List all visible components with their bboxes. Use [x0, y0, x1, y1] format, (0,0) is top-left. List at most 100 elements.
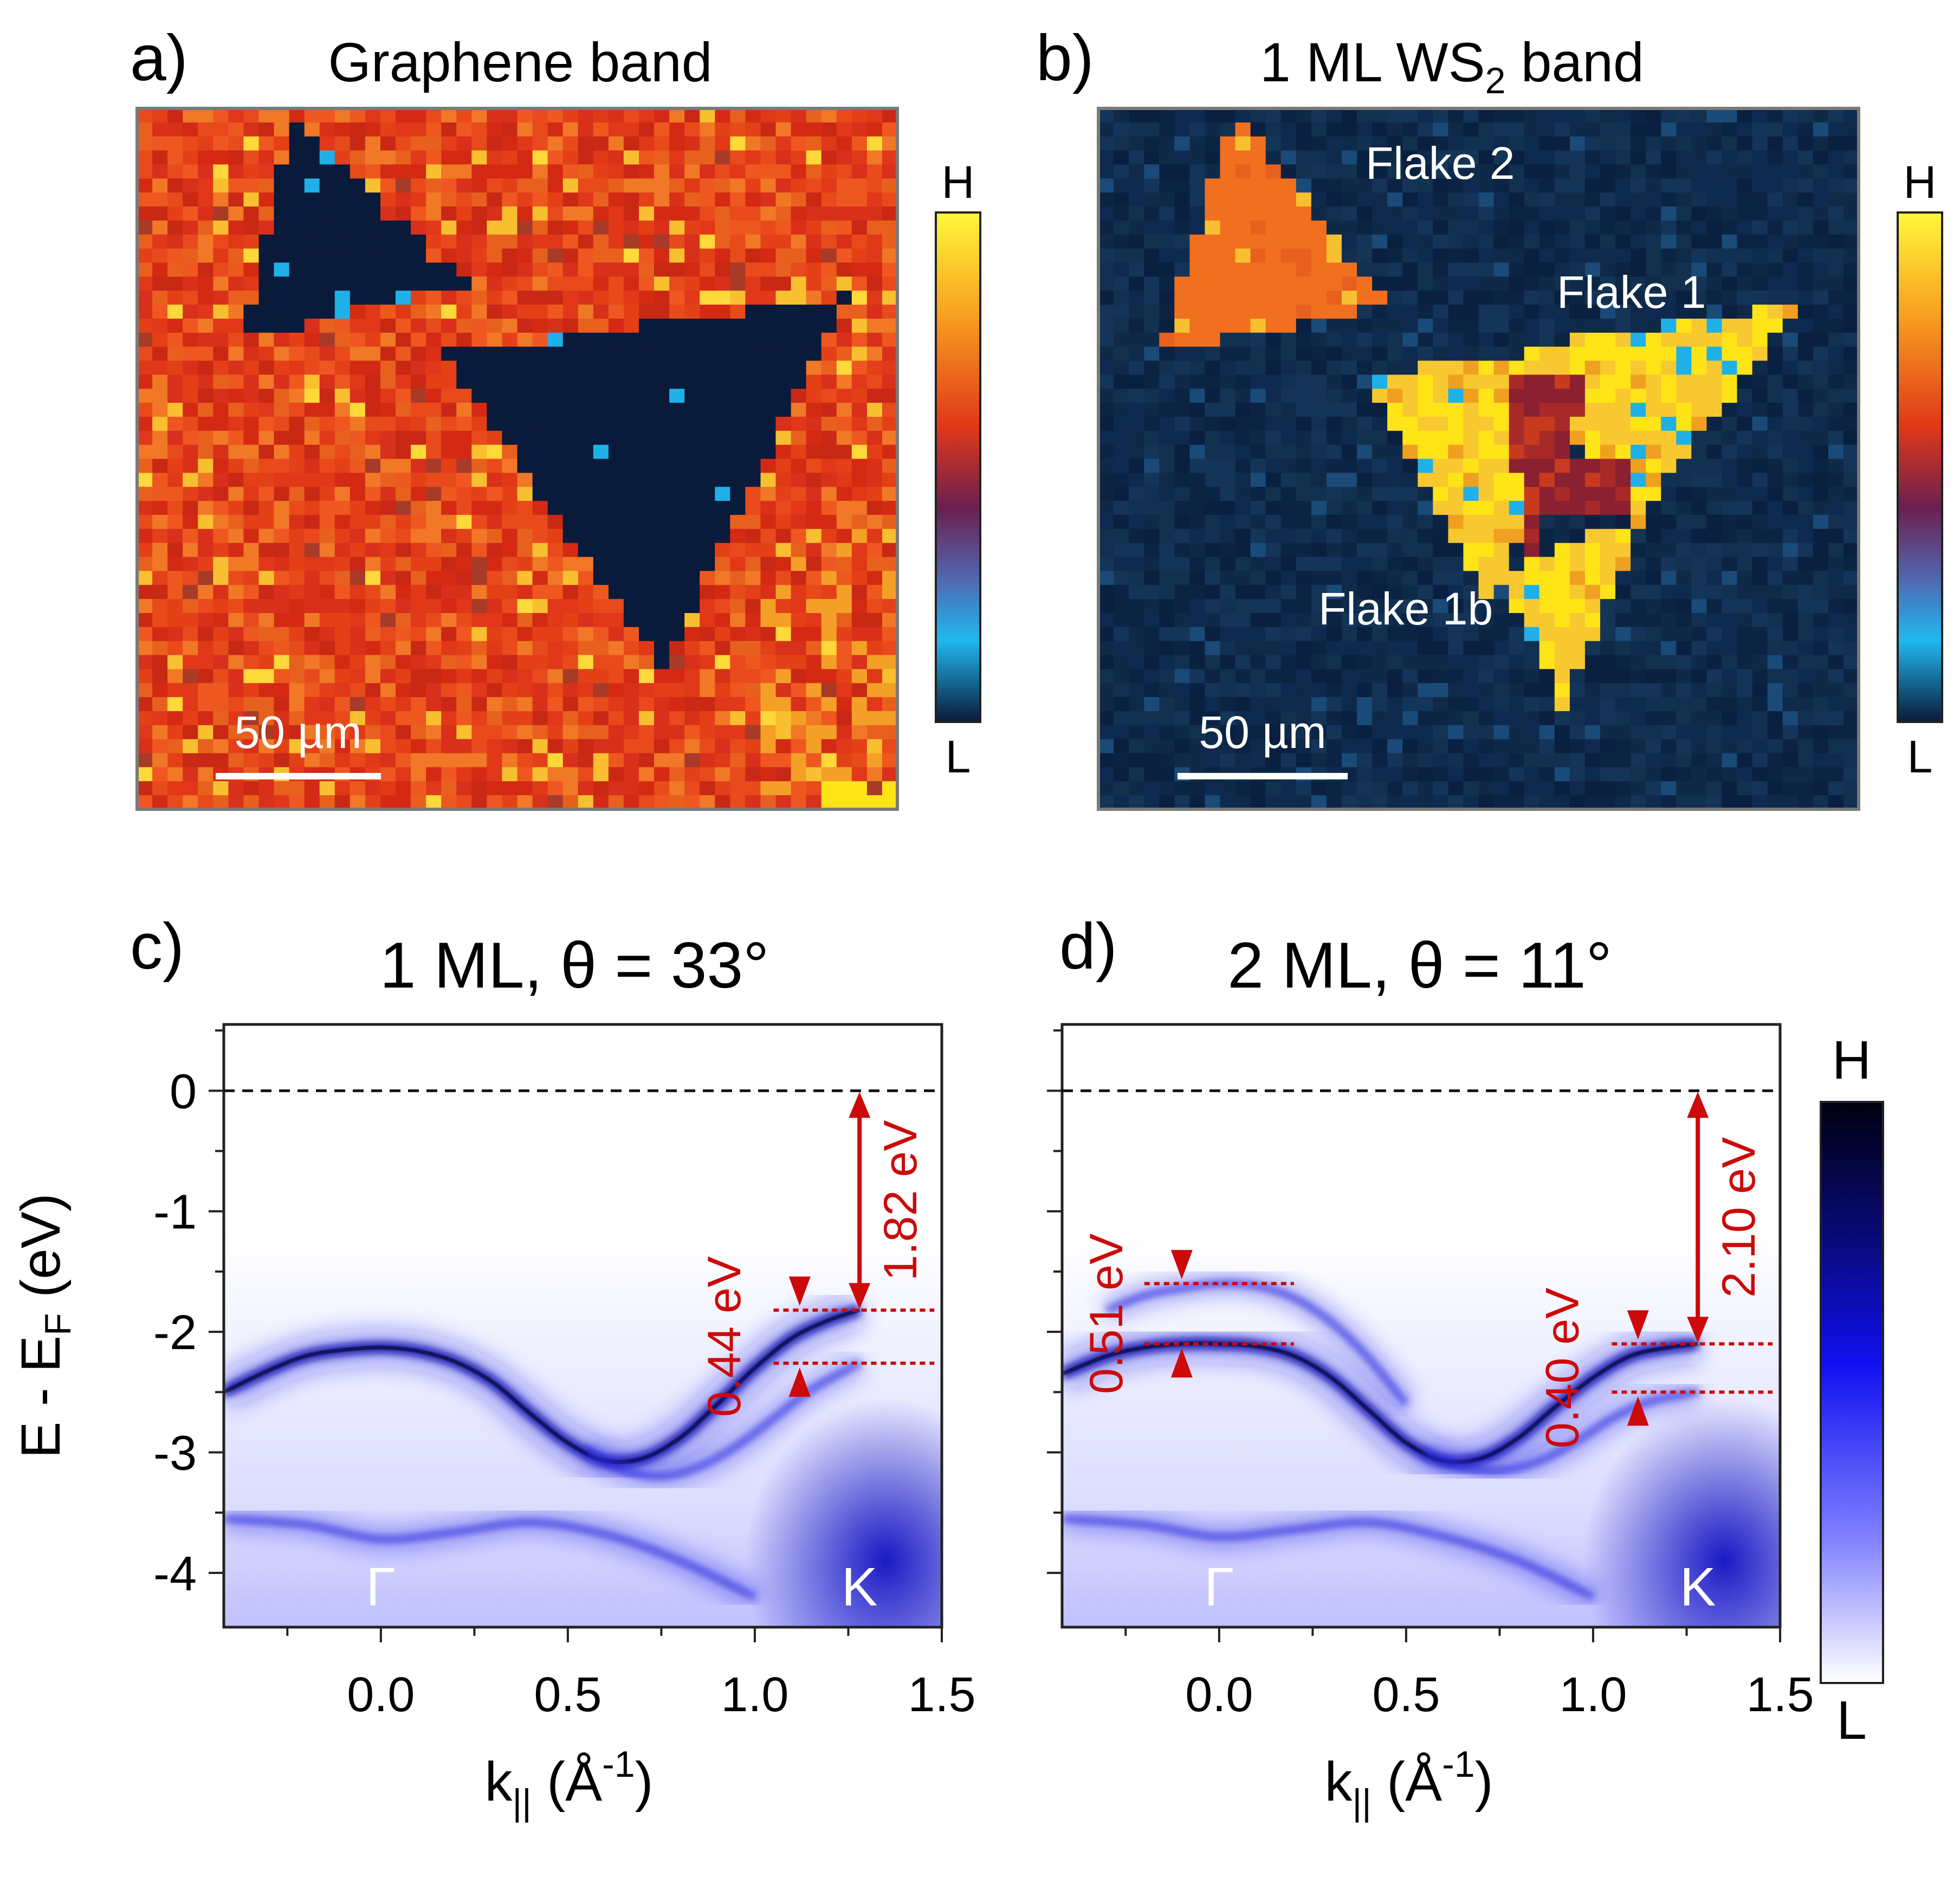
map-pixel [167, 655, 183, 669]
map-pixel [1813, 473, 1829, 487]
map-pixel [411, 360, 426, 375]
map-pixel [608, 389, 624, 403]
map-pixel [1493, 430, 1510, 446]
map-pixel [1159, 514, 1175, 530]
map-pixel [593, 108, 609, 123]
map-pixel [882, 753, 898, 768]
map-pixel [1828, 305, 1844, 319]
map-pixel [1691, 767, 1707, 782]
map-pixel [1646, 192, 1661, 207]
map-pixel [1752, 473, 1768, 487]
map-pixel [1433, 430, 1448, 446]
map-pixel [167, 332, 183, 347]
map-pixel [821, 207, 837, 221]
map-pixel [1631, 262, 1646, 277]
map-pixel [1144, 669, 1160, 683]
map-pixel [1524, 192, 1540, 207]
map-pixel [1342, 683, 1357, 698]
map-pixel [578, 655, 594, 669]
map-pixel [213, 444, 229, 460]
map-pixel [304, 234, 320, 249]
map-pixel [1493, 178, 1510, 193]
map-pixel [623, 389, 639, 403]
map-pixel [456, 571, 472, 585]
map-pixel [1676, 291, 1692, 305]
map-pixel [1584, 725, 1601, 740]
map-pixel [1144, 262, 1160, 277]
map-pixel [441, 108, 457, 123]
map-pixel [198, 318, 214, 333]
map-pixel [1311, 305, 1327, 319]
map-pixel [1129, 767, 1144, 782]
map-pixel [593, 711, 609, 726]
map-pixel [1220, 795, 1236, 810]
map-pixel [1357, 416, 1373, 431]
map-pixel [791, 739, 807, 754]
map-pixel [1129, 627, 1144, 642]
map-pixel [715, 543, 730, 558]
map-pixel [1782, 136, 1799, 151]
map-pixel [380, 220, 396, 235]
map-pixel [380, 528, 396, 544]
map-pixel [1646, 697, 1661, 712]
map-pixel [319, 459, 335, 473]
map-pixel [1600, 655, 1616, 669]
map-pixel [654, 753, 670, 768]
map-pixel [669, 192, 685, 207]
map-pixel [137, 711, 153, 726]
map-pixel [745, 389, 761, 403]
map-pixel [1114, 543, 1129, 558]
map-pixel [608, 375, 624, 389]
map-pixel [836, 571, 852, 585]
map-pixel [1569, 528, 1586, 544]
map-pixel [152, 753, 168, 768]
map-pixel [350, 108, 366, 123]
map-pixel [228, 248, 244, 263]
map-pixel [1782, 613, 1799, 628]
map-pixel [639, 599, 655, 614]
map-pixel [198, 501, 214, 515]
map-pixel [851, 444, 868, 460]
map-pixel [1159, 641, 1175, 656]
map-pixel [167, 641, 183, 656]
map-pixel [198, 122, 214, 137]
map-pixel [760, 528, 777, 544]
map-pixel [517, 641, 533, 656]
map-pixel [1584, 248, 1601, 263]
map-pixel [745, 571, 761, 585]
map-pixel [547, 389, 564, 403]
map-pixel [1600, 627, 1616, 642]
map-pixel [1342, 164, 1357, 179]
map-pixel [1676, 781, 1692, 796]
map-pixel [380, 276, 396, 291]
map-pixel [1250, 725, 1266, 740]
map-pixel [471, 430, 487, 446]
map-pixel [836, 430, 852, 446]
map-pixel [775, 459, 792, 473]
map-pixel [532, 305, 548, 319]
map-pixel [1509, 753, 1525, 768]
map-pixel [1463, 641, 1479, 656]
map-pixel [821, 430, 837, 446]
map-pixel [775, 655, 792, 669]
map-pixel [137, 164, 153, 179]
map-pixel [1646, 627, 1661, 642]
map-pixel [1600, 291, 1616, 305]
map-pixel [365, 571, 381, 585]
map-pixel [775, 585, 792, 599]
map-pixel [1296, 725, 1312, 740]
map-pixel [1782, 403, 1799, 417]
map-pixel [547, 346, 564, 362]
map-pixel [152, 207, 168, 221]
map-pixel [1311, 669, 1327, 683]
map-pixel [411, 711, 426, 726]
map-pixel [228, 543, 244, 558]
map-pixel [1357, 305, 1373, 319]
map-pixel [426, 725, 442, 740]
map-pixel [1782, 178, 1799, 193]
map-pixel [608, 207, 624, 221]
map-pixel [243, 360, 260, 375]
map-pixel [639, 416, 655, 431]
map-pixel [851, 599, 868, 614]
map-pixel [1797, 305, 1814, 319]
